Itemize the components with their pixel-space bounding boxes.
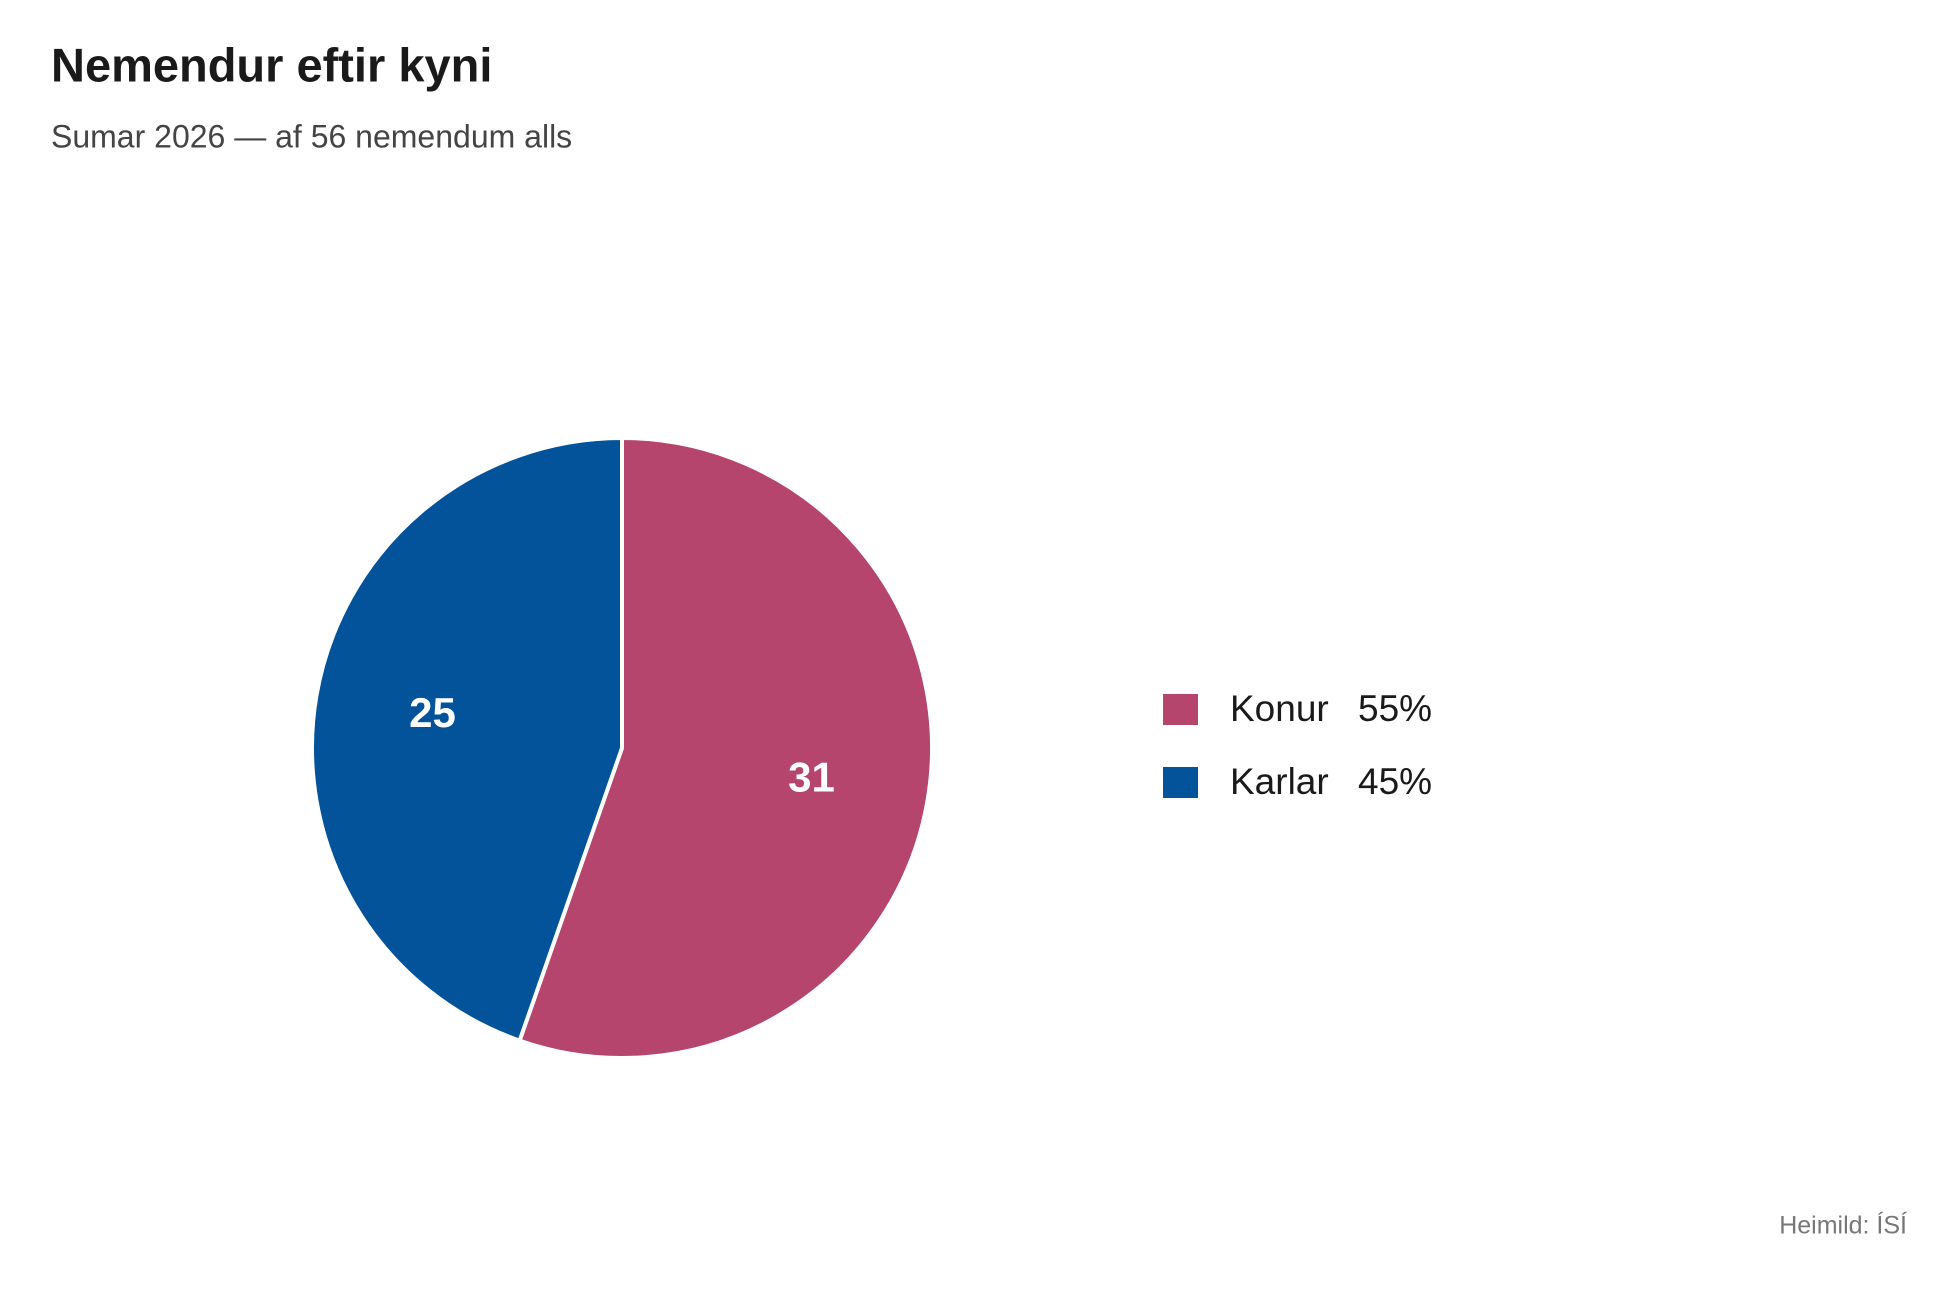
legend-label: Karlar [1230, 761, 1329, 802]
slice-label: 25 [409, 689, 456, 736]
chart-title: Nemendur eftir kyni [51, 38, 492, 91]
source-note: Heimild: ÍSÍ [1779, 1211, 1907, 1240]
legend-label: Konur [1230, 688, 1329, 729]
legend-swatch [1163, 694, 1198, 725]
chart-subtitle: Sumar 2026 — af 56 nemendum alls [51, 118, 572, 154]
pie-slice [310, 436, 624, 1043]
legend-share: 45% [1358, 761, 1432, 802]
legend-share: 55% [1358, 688, 1432, 729]
slice-label: 31 [788, 753, 835, 800]
legend-swatch [1163, 767, 1198, 798]
